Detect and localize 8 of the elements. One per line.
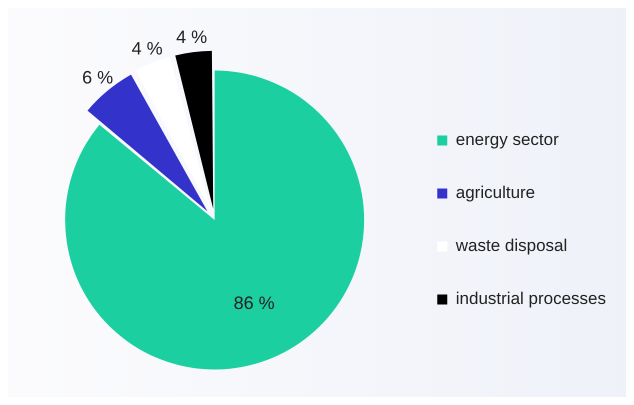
data-label: 4 %	[132, 38, 163, 58]
legend-label: waste disposal	[454, 236, 568, 256]
legend-label: industrial processes	[456, 289, 606, 308]
legend-label: agriculture	[456, 183, 536, 202]
data-label: 6 %	[82, 68, 114, 88]
legend-label: energy sector	[456, 130, 560, 150]
data-label: 86 %	[234, 292, 275, 313]
data-label: 4 %	[176, 26, 208, 47]
